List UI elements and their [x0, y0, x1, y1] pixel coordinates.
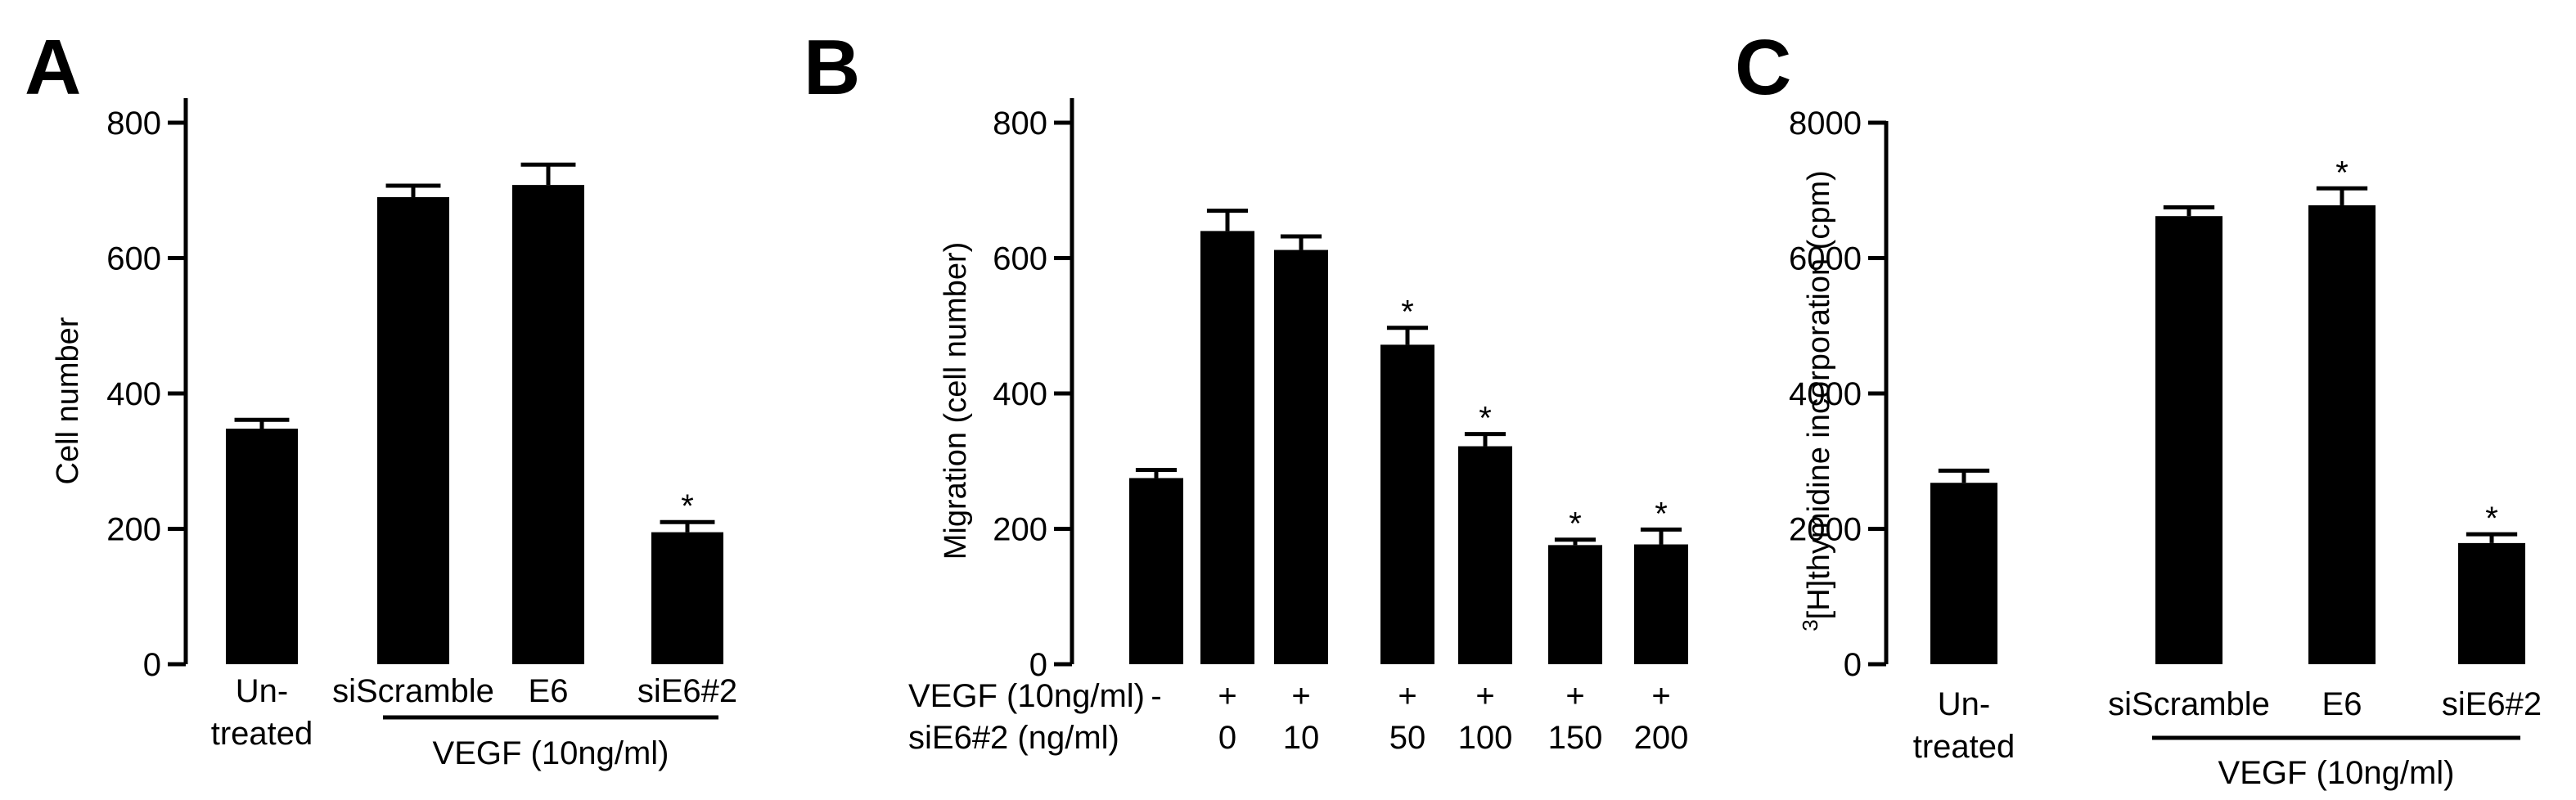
y-axis-label-c-text: [H]thymidine incorporation (cpm)	[1802, 170, 1836, 619]
y-axis-label-b: Migration (cell number)	[939, 242, 973, 560]
y-tick-label: 600	[993, 241, 1047, 277]
bar	[377, 197, 449, 664]
significance-marker: *	[1479, 401, 1492, 437]
condition-label: 10	[1283, 720, 1320, 756]
bar	[1930, 483, 1997, 664]
significance-marker: *	[2335, 155, 2349, 191]
row-label-vegf: VEGF (10ng/ml)	[908, 678, 1145, 714]
category-label: E6	[2322, 686, 2362, 722]
condition-label: +	[1565, 678, 1584, 714]
condition-label: -	[1151, 678, 1161, 714]
condition-label: +	[1291, 678, 1310, 714]
y-tick-label: 6000	[1789, 241, 1862, 277]
significance-marker: *	[1655, 496, 1668, 532]
y-tick-label: 800	[106, 106, 161, 142]
category-label: Un-treated	[211, 673, 313, 752]
bar	[226, 429, 298, 664]
category-label: siScramble	[332, 673, 494, 709]
group-label-a: VEGF (10ng/ml)	[433, 735, 669, 771]
bar	[1548, 545, 1602, 664]
bars-b: * * * *	[1129, 209, 1688, 664]
y-tick-label: 200	[993, 512, 1047, 548]
category-label: siE6#2	[637, 673, 737, 709]
y-tick-label: 400	[106, 376, 161, 412]
category-labels-c: Un-treated siScramble E6 siE6#2	[1913, 686, 2542, 765]
y-tick-label: 4000	[1789, 376, 1862, 412]
y-tick-label: 0	[1844, 647, 1862, 683]
y-tick-label: 800	[993, 106, 1047, 142]
condition-rows-b: - + + + + + +0 10 50 100 150 200	[1151, 678, 1688, 756]
bar	[1458, 446, 1512, 664]
panel-letter-b: B	[804, 24, 860, 111]
y-tick-label: 600	[106, 241, 161, 277]
condition-label: 150	[1548, 720, 1603, 756]
bar	[1129, 478, 1183, 664]
bar	[1634, 544, 1688, 664]
category-label: siE6#2	[2442, 686, 2542, 722]
category-label: Un-treated	[1913, 686, 2015, 765]
y-tick-label: 0	[1029, 647, 1047, 683]
condition-label: 50	[1389, 720, 1426, 756]
category-label: E6	[529, 673, 569, 709]
bar	[1274, 249, 1328, 664]
significance-marker: *	[1569, 506, 1582, 542]
significance-marker: *	[2485, 501, 2498, 537]
condition-label: 200	[1634, 720, 1689, 756]
y-axis-label-c: 3[H]thymidine incorporation (cpm)	[1798, 170, 1836, 631]
bar	[2155, 216, 2222, 664]
condition-label: 0	[1218, 720, 1236, 756]
panel-letter-a: A	[25, 24, 81, 111]
y-ticks-c: 0 2000 4000 6000 8000	[1789, 106, 1886, 683]
y-tick-label: 400	[993, 376, 1047, 412]
bar	[2458, 542, 2525, 664]
condition-label: +	[1651, 678, 1670, 714]
bars-a: *	[226, 162, 723, 664]
bar	[651, 532, 723, 664]
bar	[1200, 231, 1254, 664]
significance-marker: *	[1401, 294, 1414, 330]
bars-c: **	[1930, 155, 2525, 664]
category-labels-a: Un-treated siScramble E6 siE6#2	[211, 673, 737, 752]
y-ticks-b: 0 200 400 600 800	[993, 106, 1072, 683]
y-ticks-a: 0 200 400 600 800	[106, 106, 186, 683]
panel-a: A Cell number 0 200 400 600 800 * Un-treated…	[25, 24, 737, 771]
y-tick-label: 8000	[1789, 106, 1862, 142]
panel-c: C 3[H]thymidine incorporation (cpm) 0 200…	[1735, 24, 2542, 791]
condition-label: +	[1475, 678, 1494, 714]
bar	[2308, 204, 2376, 664]
condition-label: +	[1218, 678, 1236, 714]
condition-label: +	[1398, 678, 1416, 714]
group-label-c: VEGF (10ng/ml)	[2218, 755, 2455, 791]
y-tick-label: 200	[106, 512, 161, 548]
category-label: siScramble	[2108, 686, 2270, 722]
bar	[1380, 344, 1434, 664]
y-axis-label-a: Cell number	[51, 317, 85, 484]
panel-b: B Migration (cell number) 0200400600800 …	[804, 24, 1688, 756]
row-label-sie6: siE6#2 (ng/ml)	[908, 720, 1119, 756]
y-tick-label: 0	[143, 647, 161, 683]
condition-label: 100	[1458, 720, 1513, 756]
panel-letter-c: C	[1735, 24, 1791, 111]
significance-marker: *	[681, 488, 694, 524]
bar	[512, 185, 584, 664]
y-axis-label-c-superscript: 3	[1798, 619, 1822, 631]
y-tick-label: 2000	[1789, 512, 1862, 548]
